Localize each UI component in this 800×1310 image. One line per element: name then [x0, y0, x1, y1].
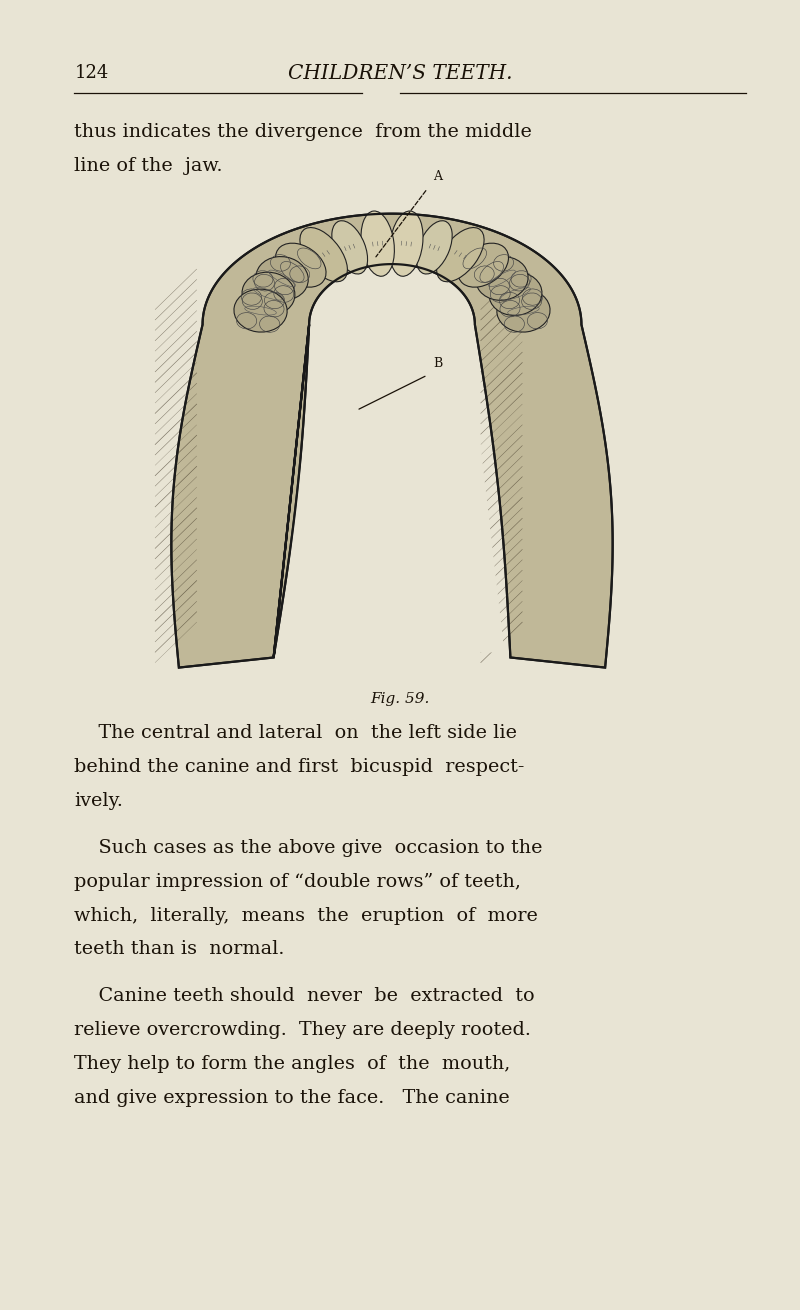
Ellipse shape [256, 257, 308, 300]
Ellipse shape [300, 228, 347, 282]
Ellipse shape [417, 220, 452, 274]
Ellipse shape [234, 290, 287, 333]
Ellipse shape [437, 228, 484, 282]
Ellipse shape [458, 244, 509, 287]
Text: teeth than is  normal.: teeth than is normal. [74, 941, 285, 959]
Polygon shape [279, 270, 505, 652]
Text: behind the canine and first  bicuspid  respect-: behind the canine and first bicuspid res… [74, 758, 525, 777]
Text: A: A [434, 170, 442, 183]
Text: which,  literally,  means  the  eruption  of  more: which, literally, means the eruption of … [74, 907, 538, 925]
Ellipse shape [497, 290, 550, 333]
Text: Canine teeth should  never  be  extracted  to: Canine teeth should never be extracted t… [74, 988, 535, 1005]
Text: B: B [434, 358, 442, 369]
Ellipse shape [361, 211, 394, 276]
Text: relieve overcrowding.  They are deeply rooted.: relieve overcrowding. They are deeply ro… [74, 1020, 531, 1039]
Text: They help to form the angles  of  the  mouth,: They help to form the angles of the mout… [74, 1055, 510, 1073]
Text: The central and lateral  on  the left side lie: The central and lateral on the left side… [74, 724, 518, 743]
Ellipse shape [489, 272, 542, 316]
Text: thus indicates the divergence  from the middle: thus indicates the divergence from the m… [74, 123, 532, 141]
Ellipse shape [476, 257, 528, 300]
Polygon shape [171, 214, 613, 668]
Text: and give expression to the face.   The canine: and give expression to the face. The can… [74, 1089, 510, 1107]
Text: ively.: ively. [74, 793, 123, 810]
Text: 124: 124 [74, 64, 109, 83]
Ellipse shape [332, 220, 367, 274]
Ellipse shape [390, 211, 423, 276]
Text: Such cases as the above give  occasion to the: Such cases as the above give occasion to… [74, 838, 543, 857]
Text: line of the  jaw.: line of the jaw. [74, 157, 223, 176]
Text: CHILDREN’S TEETH.: CHILDREN’S TEETH. [288, 64, 512, 83]
Ellipse shape [275, 244, 326, 287]
Text: Fig. 59.: Fig. 59. [370, 692, 430, 706]
Ellipse shape [242, 272, 295, 316]
Text: popular impression of “double rows” of teeth,: popular impression of “double rows” of t… [74, 872, 522, 891]
